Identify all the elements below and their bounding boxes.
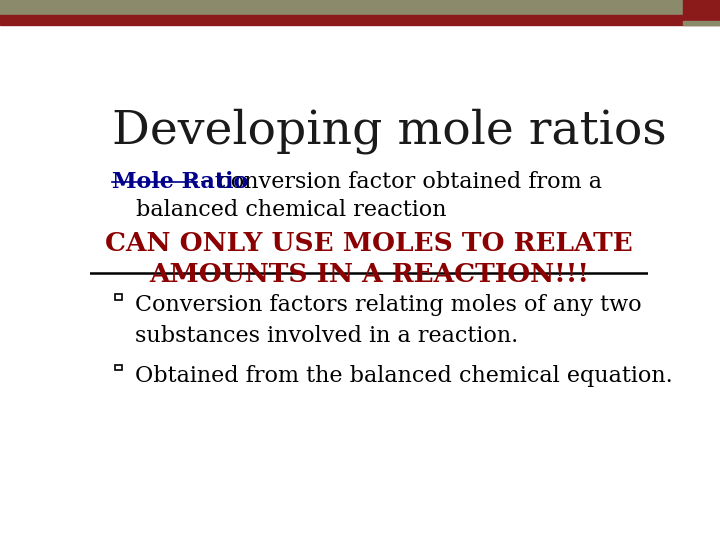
Bar (115, 365, 122, 370)
Text: Developing mole ratios: Developing mole ratios (112, 109, 667, 154)
Text: Mole Ratio: Mole Ratio (112, 171, 248, 193)
Text: balanced chemical reaction: balanced chemical reaction (136, 199, 446, 221)
Text: AMOUNTS IN A REACTION!!!: AMOUNTS IN A REACTION!!! (149, 262, 589, 287)
Bar (115, 294, 122, 300)
Text: Conversion factors relating moles of any two: Conversion factors relating moles of any… (135, 294, 642, 316)
Text: substances involved in a reaction.: substances involved in a reaction. (135, 325, 518, 347)
Text: Obtained from the balanced chemical equation.: Obtained from the balanced chemical equa… (135, 365, 672, 387)
Text: CAN ONLY USE MOLES TO RELATE: CAN ONLY USE MOLES TO RELATE (105, 231, 633, 256)
Text: – conversion factor obtained from a: – conversion factor obtained from a (200, 171, 603, 193)
